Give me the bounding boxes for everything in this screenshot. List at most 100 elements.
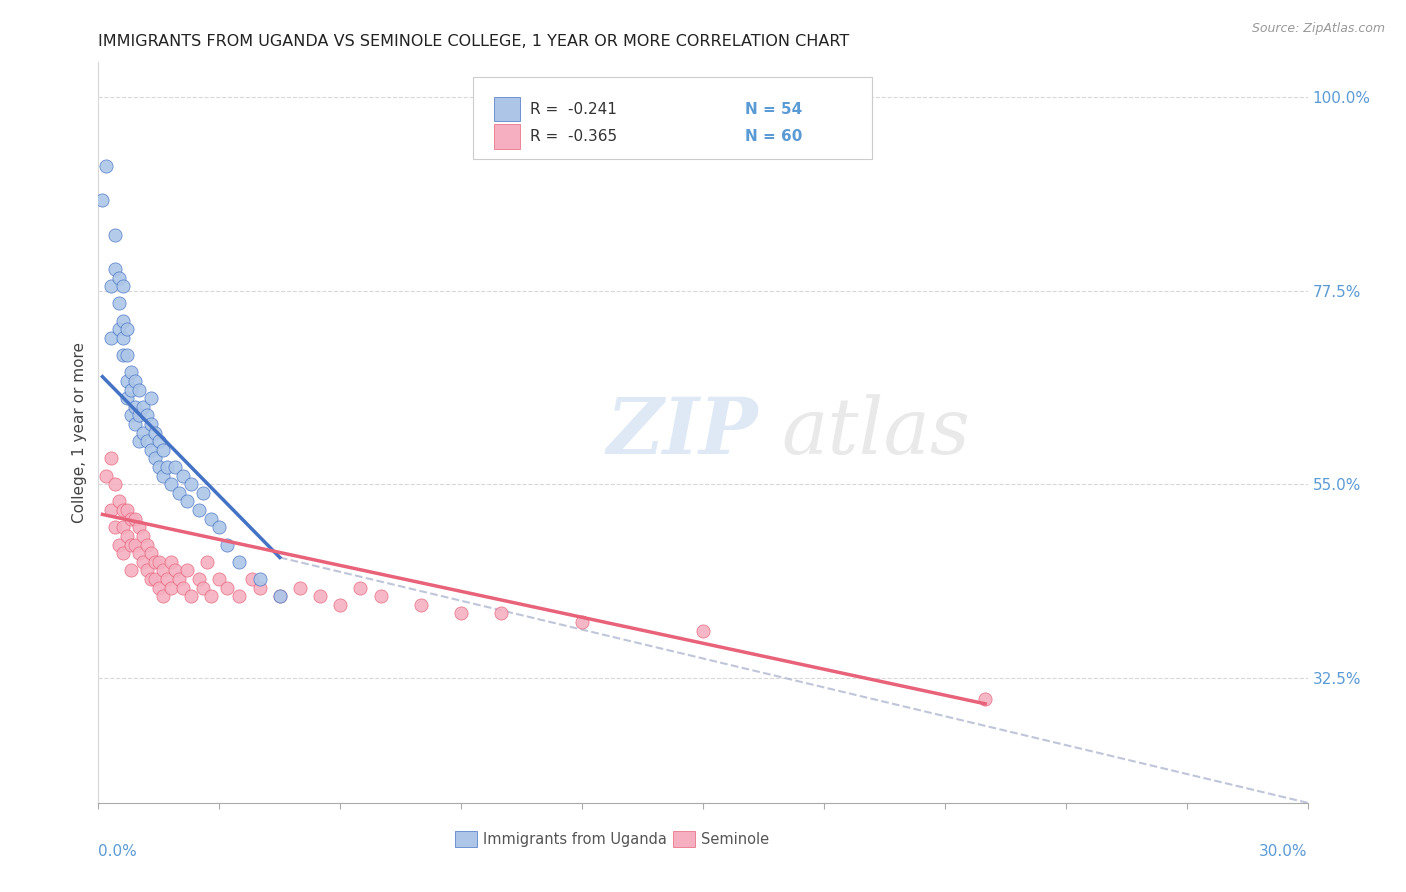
Point [120,563,142,577]
Point [100,451,122,466]
Point [217,581,239,595]
Point [370,589,392,603]
Point [148,555,170,569]
Point [128,434,150,449]
Point [143,425,166,440]
Point [128,520,150,534]
Point [329,598,352,612]
Point [692,624,714,638]
Point [132,425,155,440]
Bar [494,97,520,121]
Point [167,486,190,500]
Point [120,537,142,551]
Point [91,193,114,207]
Point [135,563,157,577]
Point [103,262,125,277]
Point [571,615,593,629]
Text: IMMIGRANTS FROM UGANDA VS SEMINOLE COLLEGE, 1 YEAR OR MORE CORRELATION CHART: IMMIGRANTS FROM UGANDA VS SEMINOLE COLLE… [98,34,849,49]
Point [152,468,174,483]
Point [103,477,125,491]
Point [450,607,472,621]
Point [188,572,211,586]
Point [96,159,118,173]
Point [349,581,371,595]
Point [152,563,174,577]
Point [228,555,250,569]
Point [288,581,311,595]
Point [217,537,239,551]
Point [120,365,142,379]
Text: atlas: atlas [782,394,970,471]
Point [139,417,162,431]
Point [163,460,186,475]
Point [103,227,125,242]
Point [193,486,215,500]
Point [172,468,194,483]
Point [139,572,162,586]
Point [132,529,155,543]
Point [188,503,211,517]
Point [152,442,174,457]
Point [124,512,146,526]
Text: Immigrants from Uganda: Immigrants from Uganda [482,831,666,847]
Point [107,270,129,285]
Point [148,460,170,475]
Point [135,409,157,423]
Point [103,520,125,534]
Point [172,581,194,595]
Point [249,572,271,586]
Point [128,409,150,423]
Point [115,322,138,336]
Point [115,529,138,543]
Point [107,296,129,310]
Point [96,468,118,483]
Text: 0.0%: 0.0% [98,844,138,858]
Point [200,512,222,526]
Point [176,563,198,577]
Point [180,589,202,603]
Point [491,607,513,621]
Point [124,400,146,414]
Point [100,503,122,517]
Point [132,555,155,569]
Point [124,374,146,388]
Point [249,581,271,595]
Point [139,442,162,457]
Point [143,572,166,586]
Text: R =  -0.241: R = -0.241 [530,102,617,117]
Point [160,581,183,595]
Point [115,348,138,362]
Point [176,494,198,508]
Point [269,589,291,603]
Point [111,331,134,345]
Point [111,546,134,560]
Point [135,537,157,551]
FancyBboxPatch shape [474,78,872,159]
Point [240,572,263,586]
Point [115,503,138,517]
Point [143,555,166,569]
Point [228,589,250,603]
Point [115,391,138,405]
Point [156,460,179,475]
Point [208,520,231,534]
Point [160,477,183,491]
Point [148,581,170,595]
Point [309,589,332,603]
Point [128,546,150,560]
Point [120,512,142,526]
Point [139,391,162,405]
Point [180,477,202,491]
Text: R =  -0.365: R = -0.365 [530,129,617,144]
Point [974,692,997,706]
Point [111,503,134,517]
Point [107,494,129,508]
Point [100,279,122,293]
Point [111,279,134,293]
Point [115,374,138,388]
Point [152,589,174,603]
Point [208,572,231,586]
Point [160,555,183,569]
Point [193,581,215,595]
Point [163,563,186,577]
